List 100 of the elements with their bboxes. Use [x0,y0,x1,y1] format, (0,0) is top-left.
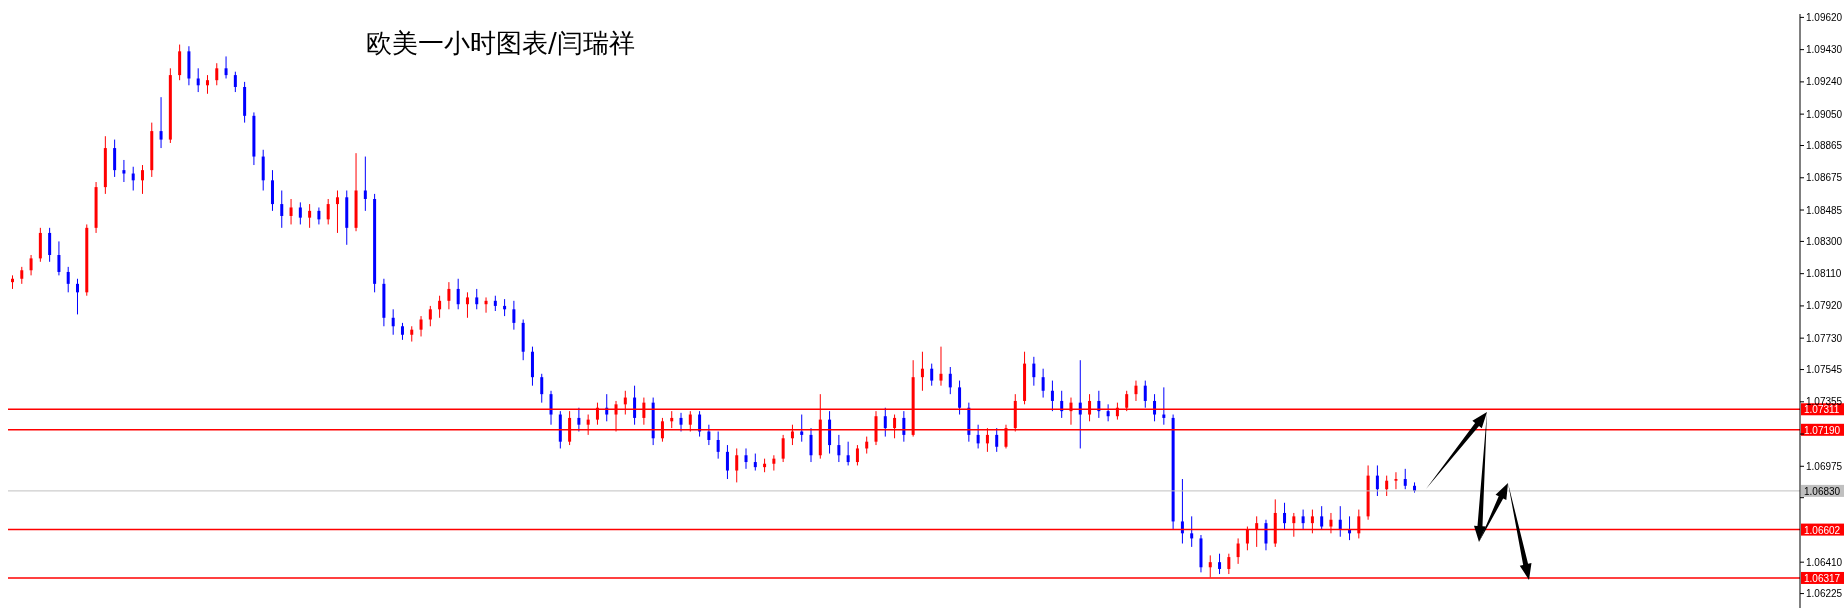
candlestick [1264,519,1268,551]
candlestick [261,149,265,191]
candlestick [1394,471,1398,490]
candlestick [1106,403,1110,422]
y-tick-label: 1.09240 [1806,76,1843,88]
candlestick [735,447,739,483]
candlestick [549,390,553,426]
y-tick-label: 1.06410 [1806,556,1843,568]
candlestick [438,295,442,319]
candlestick [1403,468,1407,490]
y-tick-label: 1.09050 [1806,108,1843,120]
candlestick [781,434,785,463]
candlestick [855,444,859,466]
candlestick [1143,380,1147,409]
candlestick [837,434,841,463]
candlestick [1348,515,1352,541]
y-tick-label: 1.08865 [1806,140,1843,152]
y-tick-label: 1.08485 [1806,204,1843,216]
candlestick [456,278,460,310]
candlestick [1180,478,1184,545]
candlestick [131,166,135,191]
candlestick [224,55,228,79]
candlestick [178,44,182,81]
y-tick-label: 1.09430 [1806,44,1843,56]
candlestick [976,424,980,449]
candlestick [280,190,284,229]
candlestick [958,380,962,416]
candlestick [809,427,813,463]
candlestick [772,454,776,472]
candlestick [744,447,748,470]
y-tick-label: 1.06225 [1806,588,1843,600]
candlestick [1236,537,1240,565]
candlestick [66,266,70,293]
candlestick [326,198,330,225]
ref-line-label: 1.06317 [1804,572,1841,584]
candlestick [939,346,943,387]
candlestick [920,351,924,392]
candlestick [707,424,711,446]
y-tick-label: 1.09620 [1806,11,1843,23]
candlestick [196,67,200,93]
candlestick [270,169,274,212]
y-tick-label: 1.07730 [1806,332,1843,344]
candlestick [308,203,312,229]
candlestick [465,291,469,319]
candlestick [1218,553,1222,575]
ref-line-label: 1.06602 [1804,524,1841,536]
candlestick [29,254,33,276]
candlestick [1032,356,1036,387]
candlestick [800,414,804,443]
candlestick [1385,475,1389,497]
candlestick [883,407,887,438]
candlestick [1283,502,1287,531]
candlestick [140,164,144,195]
candlestick [633,385,637,426]
y-tick-label: 1.07920 [1806,300,1843,312]
y-tick-label: 1.08675 [1806,172,1843,184]
candlestick [1301,509,1305,531]
y-tick-label: 1.08110 [1806,268,1842,280]
candlestick [484,296,488,314]
candlestick [1375,464,1379,497]
candlestick [1041,368,1045,399]
candlestick [475,288,479,310]
candlestick [447,281,451,310]
candlestick [57,240,61,276]
candlestick [335,190,339,234]
candlestick [846,441,850,466]
candlestick [205,74,209,95]
candlestick [1134,380,1138,402]
candlestick [298,201,302,225]
candlestick [1320,505,1324,531]
candlestick [1050,380,1054,412]
candlestick [419,315,423,337]
ref-line-label: 1.06830 [1804,485,1841,497]
candlestick [1078,359,1082,449]
candlestick [1153,393,1157,422]
candlestick [930,363,934,387]
candlestick [159,96,163,149]
candlestick [512,300,516,331]
candlestick [948,366,952,395]
candlestick [1190,515,1194,548]
candlestick [725,444,729,480]
candlestick [48,227,52,263]
candlestick [428,305,432,327]
candlestick [540,373,544,404]
candlestick [391,308,395,336]
candlestick [716,431,720,460]
y-tick-label: 1.06975 [1806,460,1843,472]
candlestick [122,159,126,183]
ref-line-label: 1.07190 [1804,424,1841,436]
candlestick [289,198,293,225]
candlestick [1162,386,1166,426]
candlestick [995,427,999,453]
ref-line-label: 1.07311 [1804,404,1840,416]
y-tick-label: 1.07545 [1806,364,1843,376]
candlestick [317,206,321,225]
candlestick [215,62,219,86]
candlestick [75,278,79,315]
candlestick [363,156,367,212]
candlestick [605,393,609,422]
candlestick [113,139,117,178]
